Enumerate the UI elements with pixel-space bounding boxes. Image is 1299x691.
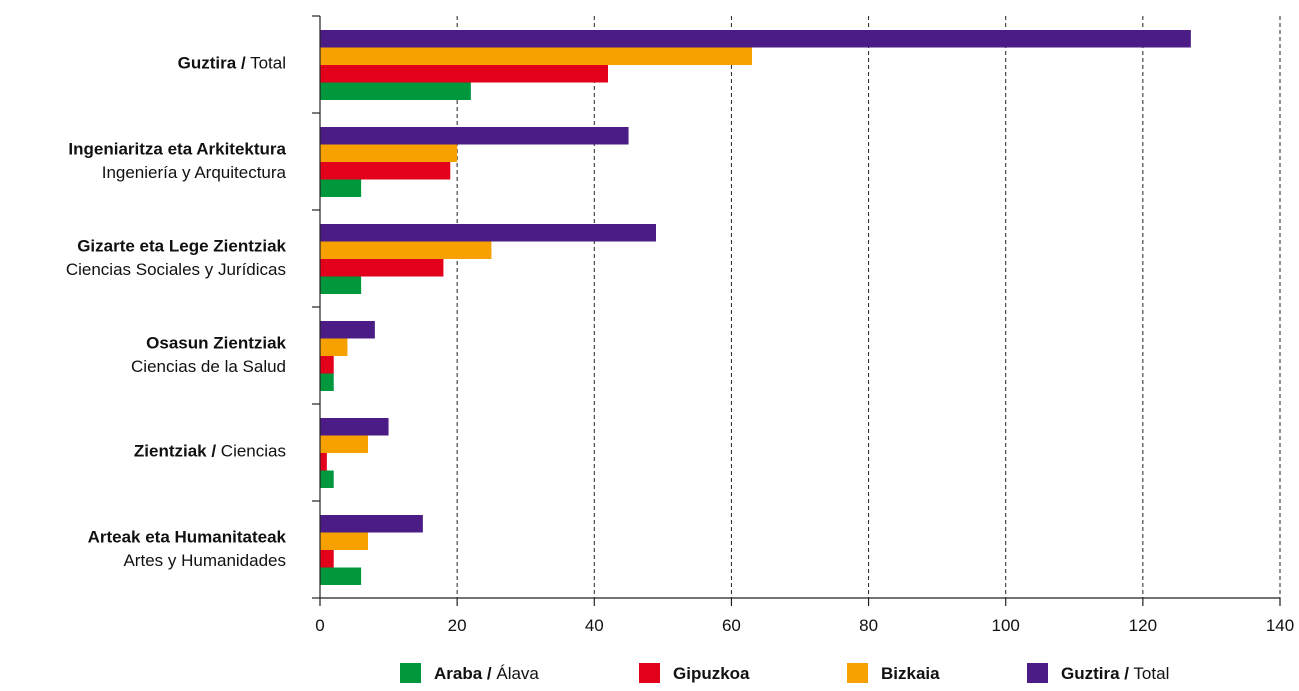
bar (320, 338, 348, 356)
bar (320, 321, 375, 339)
legend: Araba / Álava Gipuzkoa Bizkaia Guztira / To… (400, 663, 1169, 683)
legend-label: Gipuzkoa (673, 664, 750, 683)
category-label: Gizarte eta Lege Zientziak (77, 237, 286, 256)
bar (320, 47, 752, 65)
legend-label: Guztira / Total (1061, 664, 1169, 683)
bar (320, 82, 471, 100)
legend-swatch (1027, 663, 1048, 683)
bar (320, 418, 389, 436)
category-label-line2: Ingeniería y Arquitectura (102, 163, 287, 182)
category-label: Osasun Zientziak (146, 334, 286, 353)
bar (320, 65, 608, 83)
category-label: Arteak eta Humanitateak (88, 528, 287, 547)
x-tick-label: 60 (722, 616, 741, 635)
category-label: Zientziak / Ciencias (134, 442, 286, 461)
bar (320, 162, 451, 180)
bar (320, 356, 334, 374)
bar (320, 224, 656, 242)
bar (320, 435, 368, 453)
grid-lines (456, 16, 1281, 598)
category-labels: Guztira / Total Ingeniaritza eta Arkitekt… (66, 54, 287, 570)
bar (320, 276, 362, 294)
x-tick-label: 140 (1266, 616, 1294, 635)
x-tick-label: 80 (859, 616, 878, 635)
legend-swatch (847, 663, 868, 683)
bar (320, 144, 458, 162)
x-tick-label: 20 (448, 616, 467, 635)
legend-label: Bizkaia (881, 664, 940, 683)
category-label: Ingeniaritza eta Arkitektura (68, 140, 286, 159)
category-label: Guztira / Total (178, 54, 286, 73)
axes (312, 15, 1281, 606)
category-label-line2: Ciencias Sociales y Jurídicas (66, 260, 286, 279)
x-tick-label: 100 (992, 616, 1020, 635)
category-label-line2: Artes y Humanidades (123, 551, 286, 570)
x-tick-label: 40 (585, 616, 604, 635)
bar (320, 179, 362, 197)
legend-swatch (400, 663, 421, 683)
x-tick-label: 0 (315, 616, 324, 635)
x-tick-label: 120 (1129, 616, 1157, 635)
category-label-line2: Ciencias de la Salud (131, 357, 286, 376)
bar (320, 515, 423, 533)
bar (320, 127, 629, 145)
bar (320, 30, 1191, 48)
x-tick-labels: 0 20 40 60 80 100 120 140 (315, 616, 1294, 635)
bar (320, 259, 444, 277)
bar (320, 453, 327, 471)
legend-label: Araba / Álava (434, 664, 539, 683)
bar (320, 532, 368, 550)
bar (320, 470, 334, 488)
bars (320, 30, 1191, 585)
legend-swatch (639, 663, 660, 683)
bar (320, 550, 334, 568)
bar (320, 567, 362, 585)
bar (320, 241, 492, 259)
bar (320, 373, 334, 391)
